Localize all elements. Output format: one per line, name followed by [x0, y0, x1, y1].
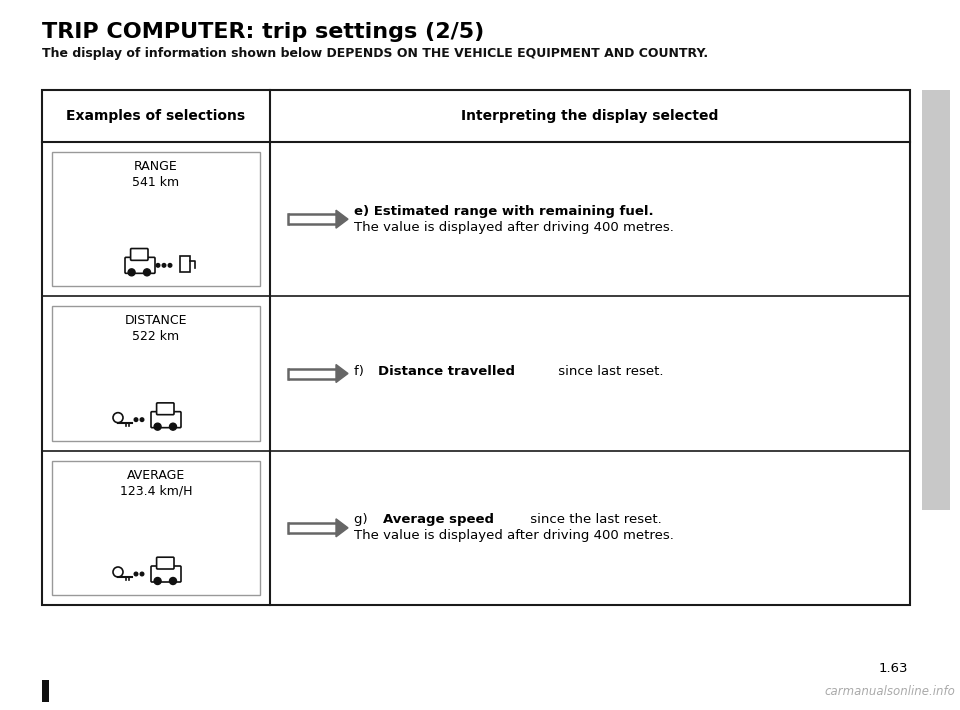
Text: Average speed: Average speed: [382, 513, 493, 526]
Text: DISTANCE: DISTANCE: [125, 315, 187, 327]
Text: Examples of selections: Examples of selections: [66, 109, 246, 123]
Circle shape: [128, 269, 135, 275]
Text: Interpreting the display selected: Interpreting the display selected: [462, 109, 719, 123]
Circle shape: [168, 263, 172, 267]
Text: AVERAGE: AVERAGE: [127, 469, 185, 481]
Text: Distance travelled: Distance travelled: [377, 365, 515, 378]
Text: Average speed: Average speed: [382, 513, 493, 526]
Polygon shape: [336, 519, 348, 537]
Text: The value is displayed after driving 400 metres.: The value is displayed after driving 400…: [354, 221, 674, 234]
FancyBboxPatch shape: [156, 403, 174, 415]
Polygon shape: [336, 364, 348, 383]
Text: g): g): [354, 513, 376, 526]
Text: The display of information shown below DEPENDS ON THE VEHICLE EQUIPMENT AND COUN: The display of information shown below D…: [42, 47, 708, 60]
Text: f): f): [354, 365, 372, 378]
Circle shape: [113, 413, 123, 422]
Bar: [180, 256, 190, 273]
Text: 522 km: 522 km: [132, 330, 180, 344]
FancyBboxPatch shape: [151, 566, 181, 582]
Circle shape: [140, 572, 144, 576]
Text: 541 km: 541 km: [132, 176, 180, 189]
Circle shape: [156, 263, 159, 267]
Text: TRIP COMPUTER: trip settings (2/5): TRIP COMPUTER: trip settings (2/5): [42, 22, 484, 42]
Text: carmanualsonline.info: carmanualsonline.info: [824, 685, 955, 698]
FancyBboxPatch shape: [131, 248, 148, 261]
Text: since last reset.: since last reset.: [555, 365, 664, 378]
FancyBboxPatch shape: [151, 412, 181, 427]
FancyBboxPatch shape: [125, 257, 155, 273]
Circle shape: [134, 572, 138, 576]
Bar: [922, 90, 950, 510]
Circle shape: [155, 423, 161, 430]
Text: The value is displayed after driving 400 metres.: The value is displayed after driving 400…: [354, 530, 674, 542]
Circle shape: [143, 269, 151, 275]
Text: e) Estimated range with remaining fuel.: e) Estimated range with remaining fuel.: [354, 204, 654, 218]
Bar: [42, 90, 910, 605]
Circle shape: [170, 577, 177, 584]
Circle shape: [134, 418, 138, 422]
Bar: [42, 680, 49, 702]
Text: 1.63: 1.63: [878, 662, 908, 675]
Circle shape: [113, 567, 123, 577]
Circle shape: [140, 418, 144, 422]
Bar: [52, 306, 260, 441]
FancyBboxPatch shape: [156, 557, 174, 569]
Text: since the last reset.: since the last reset.: [526, 513, 661, 526]
Bar: [52, 461, 260, 595]
Text: Distance travelled: Distance travelled: [377, 365, 515, 378]
Circle shape: [170, 423, 177, 430]
Circle shape: [155, 577, 161, 584]
Text: 123.4 km/H: 123.4 km/H: [120, 485, 192, 498]
Circle shape: [162, 263, 166, 267]
Polygon shape: [336, 210, 348, 228]
Text: RANGE: RANGE: [134, 160, 178, 173]
Bar: [52, 152, 260, 286]
